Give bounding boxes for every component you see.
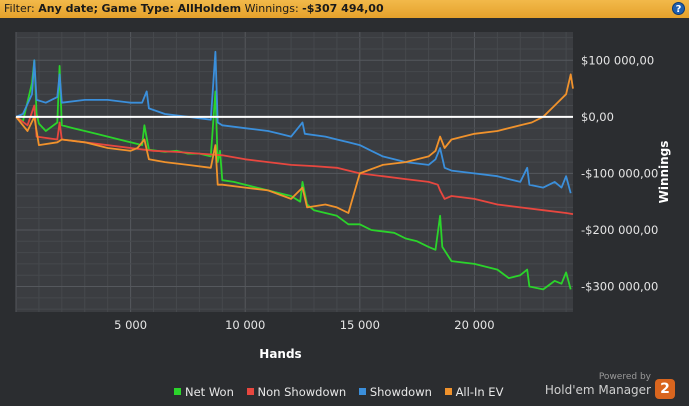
filter-winnings-value: -$307 494,00 xyxy=(302,2,384,15)
help-icon[interactable]: ? xyxy=(672,2,685,15)
series-line-non-showdown[interactable] xyxy=(15,104,574,215)
powered-by-text: Powered by xyxy=(598,372,651,382)
y-tick-label: $0,00 xyxy=(581,110,614,124)
filter-label: Filter: xyxy=(4,2,35,15)
tick-labels: 5 000 10 000 15 000 20 000 $100 000,00 $0,00 -… xyxy=(114,53,658,332)
x-tick-label: 5 000 xyxy=(114,318,147,332)
legend-label-allin-ev: All-In EV xyxy=(455,385,504,399)
legend-label-net-won: Net Won xyxy=(185,385,234,399)
legend-swatch-net-won xyxy=(174,388,181,395)
legend-item-non-showdown[interactable]: Non Showdown xyxy=(246,385,347,399)
filter-winnings-label: Winnings: xyxy=(244,2,299,15)
legend-item-net-won[interactable]: Net Won xyxy=(174,385,234,399)
filter-bar: Filter: Any date; Game Type: AllHoldem W… xyxy=(0,0,689,18)
filter-game-type: Game Type: AllHoldem xyxy=(101,2,242,15)
legend: Net Won Non Showdown Showdown All-In EV xyxy=(174,385,512,399)
filter-date: Any date; xyxy=(38,2,99,15)
legend-swatch-non-showdown xyxy=(246,388,254,395)
legend-item-showdown[interactable]: Showdown xyxy=(358,385,432,399)
legend-item-allin-ev[interactable]: All-In EV xyxy=(444,385,504,399)
legend-label-showdown: Showdown xyxy=(369,385,432,399)
x-tick-label: 10 000 xyxy=(225,318,265,332)
legend-swatch-allin-ev xyxy=(444,388,452,395)
plot-area xyxy=(16,32,573,312)
series-line-all-in-ev[interactable] xyxy=(15,73,574,214)
y-axis-label: Winnings xyxy=(657,141,671,204)
y-tick-label: -$100 000,00 xyxy=(581,166,658,180)
brand: Powered by Hold'em Manager xyxy=(545,372,651,397)
x-tick-label: 15 000 xyxy=(340,318,380,332)
series-group xyxy=(15,50,574,291)
x-axis-label: Hands xyxy=(259,347,301,361)
hm2-logo-icon: 2 xyxy=(655,379,675,399)
series-line-showdown[interactable] xyxy=(15,50,572,194)
winnings-chart: 5 000 10 000 15 000 20 000 $100 000,00 $0,00 -… xyxy=(15,32,671,361)
x-tick-label: 20 000 xyxy=(454,318,494,332)
legend-label-non-showdown: Non Showdown xyxy=(257,385,347,399)
brand-name: Hold'em Manager xyxy=(544,383,651,397)
y-tick-label: -$200 000,00 xyxy=(581,223,658,237)
y-tick-label: $100 000,00 xyxy=(581,53,654,67)
y-tick-label: -$300 000,00 xyxy=(581,280,658,294)
legend-swatch-showdown xyxy=(358,388,366,395)
